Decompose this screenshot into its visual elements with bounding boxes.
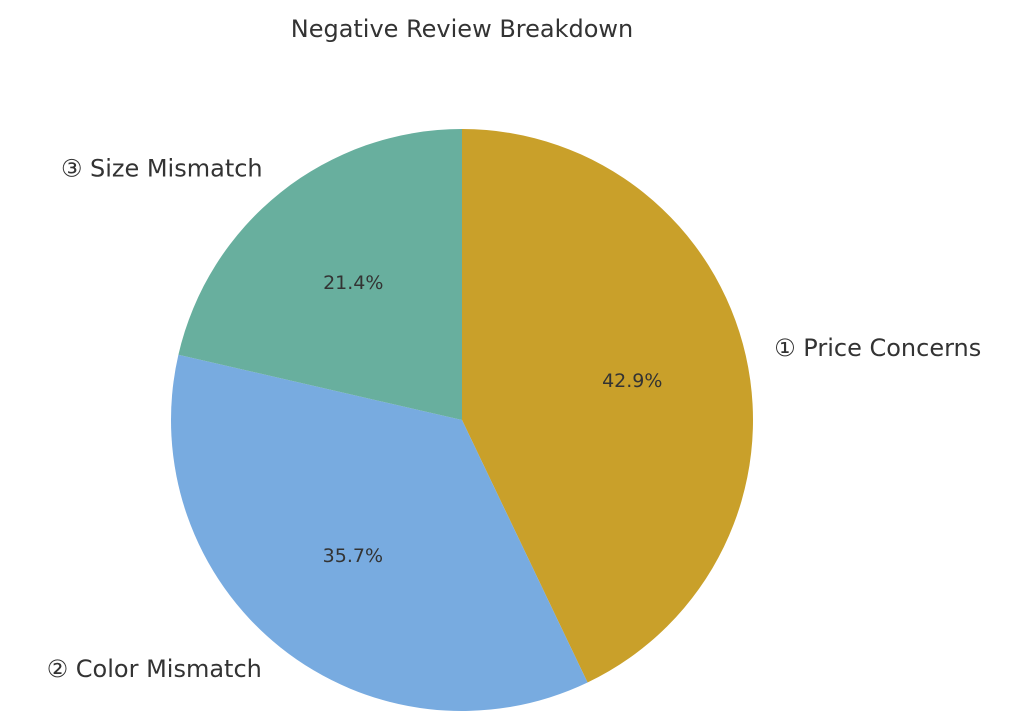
chart-title: Negative Review Breakdown: [291, 15, 634, 43]
slice-category-label: ① Price Concerns: [774, 334, 981, 362]
slice-category-label: ② Color Mismatch: [47, 655, 262, 683]
pie-slice: [178, 129, 463, 420]
slice-category-label: ③ Size Mismatch: [61, 155, 263, 183]
pie-slice: [170, 354, 588, 712]
pie-slice: [462, 129, 754, 683]
slice-value-label: 21.4%: [323, 272, 383, 294]
slice-value-label: 35.7%: [323, 545, 383, 567]
slice-value-label: 42.9%: [602, 370, 662, 392]
